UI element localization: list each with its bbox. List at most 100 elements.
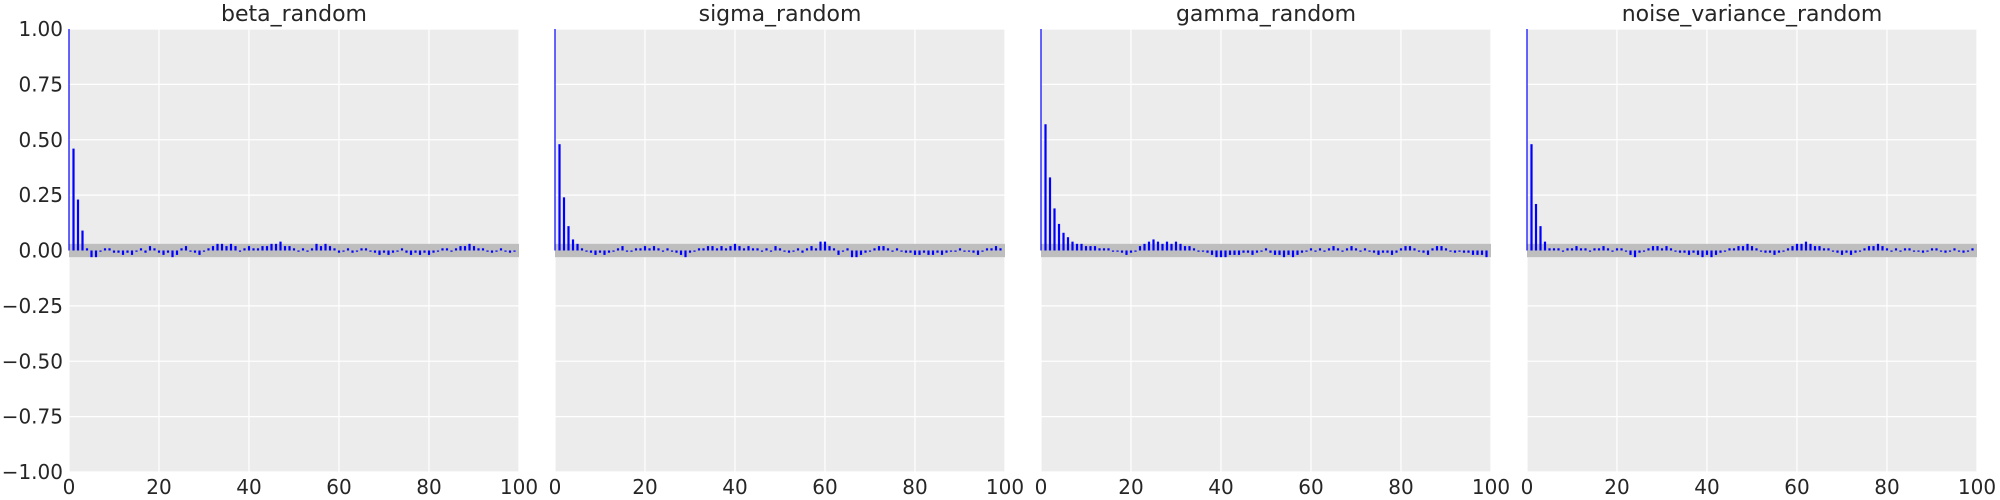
acf-bar xyxy=(1624,250,1628,252)
acf-bar xyxy=(1881,246,1884,251)
acf-bar xyxy=(450,250,453,252)
acf-bar xyxy=(220,243,224,251)
acf-bar xyxy=(783,250,786,252)
acf-bar xyxy=(1926,250,1929,252)
acf-bar xyxy=(103,248,107,251)
acf-bar xyxy=(1345,248,1349,251)
x-tick-label: 60 xyxy=(1298,475,1323,499)
acf-bar xyxy=(868,250,872,252)
acf-bar xyxy=(292,248,296,251)
acf-bar xyxy=(1143,243,1146,251)
acf-bar xyxy=(1093,246,1097,251)
x-tick-label: 100 xyxy=(500,475,538,499)
acf-bar xyxy=(1413,248,1416,251)
acf-bar xyxy=(459,246,462,251)
acf-bar xyxy=(1575,246,1578,251)
acf-bar xyxy=(1089,246,1092,251)
acf-bar xyxy=(1876,243,1880,251)
acf-bar xyxy=(1057,223,1061,251)
acf-bar xyxy=(1755,248,1758,251)
acf-bar xyxy=(1300,250,1304,253)
acf-bar xyxy=(1665,246,1668,251)
acf-bar xyxy=(562,197,566,251)
acf-bar xyxy=(1705,250,1709,255)
acf-bar xyxy=(274,243,278,251)
acf-bar xyxy=(490,250,494,253)
acf-bar xyxy=(382,250,386,253)
acf-bar xyxy=(1678,250,1682,253)
acf-bar xyxy=(1228,250,1232,255)
acf-bar xyxy=(958,248,962,251)
acf-bar xyxy=(1683,250,1686,253)
acf-bar xyxy=(859,250,863,255)
acf-bar xyxy=(427,250,431,255)
acf-bar xyxy=(351,250,354,253)
acf-bar xyxy=(589,250,593,253)
acf-bar xyxy=(1435,246,1439,251)
acf-bar xyxy=(135,250,138,252)
acf-bar xyxy=(1269,250,1272,253)
acf-bar xyxy=(1323,250,1326,252)
acf-bar xyxy=(198,250,201,255)
acf-bar xyxy=(81,230,84,251)
acf-bar xyxy=(1669,248,1673,251)
acf-bar xyxy=(1404,246,1407,251)
acf-bar xyxy=(900,250,903,252)
acf-bar xyxy=(805,248,809,251)
acf-bar xyxy=(1597,248,1601,251)
acf-bar xyxy=(954,250,957,252)
acf-bar xyxy=(1899,250,1902,252)
x-tick-label: 0 xyxy=(1035,475,1048,499)
acf-bar xyxy=(1471,250,1475,255)
y-tick-label: −0.50 xyxy=(2,349,63,373)
acf-bar xyxy=(373,250,377,253)
panel-noise-variance-random: noise_variance_random 0 20 40 60 80 100 xyxy=(1521,2,1996,499)
acf-bar xyxy=(1615,248,1619,251)
acf-bar xyxy=(1399,248,1403,251)
acf-bar xyxy=(477,248,480,251)
acf-bar xyxy=(625,250,629,252)
acf-bar xyxy=(189,250,192,252)
acf-bar xyxy=(1395,250,1398,253)
acf-bar xyxy=(994,246,998,251)
acf-bar xyxy=(1040,29,1042,251)
acf-bar xyxy=(1782,250,1785,252)
acf-bar xyxy=(850,250,854,258)
acf-bar xyxy=(1732,248,1736,251)
acf-bar xyxy=(1071,241,1074,251)
acf-bar xyxy=(1044,124,1047,251)
acf-bar xyxy=(1845,250,1848,253)
x-tick-label: 80 xyxy=(1874,475,1899,499)
acf-bar xyxy=(603,250,606,255)
acf-bar xyxy=(702,248,705,251)
acf-bar xyxy=(1746,243,1749,251)
acf-bar xyxy=(963,250,966,252)
x-tick-label: 0 xyxy=(549,475,562,499)
acf-bar xyxy=(738,246,741,251)
acf-bar xyxy=(1462,250,1466,253)
acf-bar xyxy=(247,246,251,251)
acf-bar xyxy=(288,246,291,251)
acf-bar xyxy=(378,250,381,255)
acf-bar xyxy=(801,250,804,253)
acf-bar xyxy=(1129,250,1133,253)
acf-bar xyxy=(207,248,210,251)
acf-bar xyxy=(1552,248,1556,251)
acf-bar xyxy=(598,250,602,253)
acf-bar xyxy=(1426,250,1430,255)
acf-bar xyxy=(1390,250,1394,255)
acf-bar xyxy=(612,250,615,252)
acf-bar xyxy=(144,250,147,253)
x-tick-label: 20 xyxy=(1118,475,1143,499)
acf-bar xyxy=(1138,246,1142,251)
panel-sigma-random: sigma_random 0 20 40 60 80 100 xyxy=(549,2,1024,499)
x-tick-label: 0 xyxy=(63,475,76,499)
acf-bar xyxy=(85,248,89,251)
acf-bar xyxy=(405,250,408,253)
y-tick-label: 0.25 xyxy=(18,183,63,207)
acf-bar xyxy=(1368,250,1371,252)
acf-bar xyxy=(967,250,971,252)
acf-bar xyxy=(1264,248,1268,251)
acf-bar xyxy=(1233,250,1236,255)
